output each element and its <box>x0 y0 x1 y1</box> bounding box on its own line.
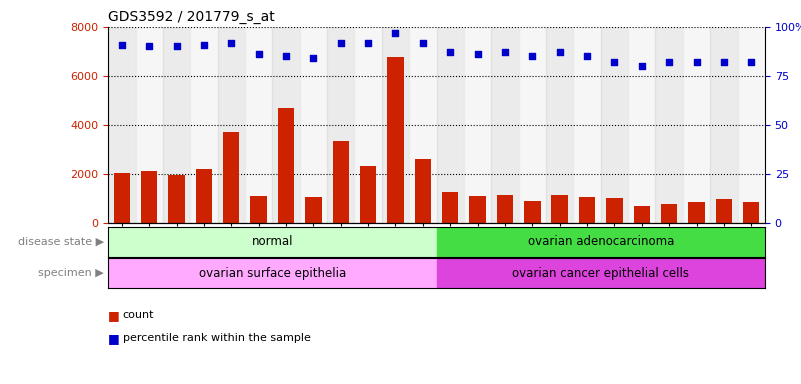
Bar <box>415 159 431 223</box>
Point <box>718 59 731 65</box>
Bar <box>437 27 464 223</box>
Bar <box>327 27 354 223</box>
Bar <box>409 27 437 223</box>
Bar <box>108 258 437 288</box>
Bar <box>738 27 765 223</box>
Point <box>198 41 211 48</box>
Point <box>225 40 238 46</box>
Bar <box>634 205 650 223</box>
Bar <box>108 227 437 257</box>
Bar <box>305 197 321 223</box>
Bar <box>387 58 404 223</box>
Point <box>280 53 292 59</box>
Bar <box>546 27 574 223</box>
Bar <box>655 27 682 223</box>
Point <box>581 53 594 59</box>
Bar <box>354 27 382 223</box>
Bar <box>245 27 272 223</box>
Bar <box>442 192 458 223</box>
Point <box>307 55 320 61</box>
Text: ovarian cancer epithelial cells: ovarian cancer epithelial cells <box>513 267 689 280</box>
Bar <box>300 27 327 223</box>
Text: ■: ■ <box>108 309 124 322</box>
Bar <box>218 27 245 223</box>
Point <box>389 30 402 36</box>
Bar <box>195 169 212 223</box>
Text: normal: normal <box>252 235 293 248</box>
Point <box>143 43 155 50</box>
Text: ovarian surface epithelia: ovarian surface epithelia <box>199 267 346 280</box>
Point <box>115 41 128 48</box>
Point <box>444 49 457 55</box>
Bar <box>272 27 300 223</box>
Bar <box>382 27 409 223</box>
Point <box>662 59 675 65</box>
Point <box>553 49 566 55</box>
Bar <box>524 201 541 223</box>
Bar <box>519 27 546 223</box>
Text: count: count <box>123 310 154 320</box>
Text: specimen ▶: specimen ▶ <box>38 268 104 278</box>
Point <box>362 40 375 46</box>
Bar <box>223 132 239 223</box>
Bar <box>716 199 732 223</box>
Point <box>471 51 484 57</box>
Bar <box>251 196 267 223</box>
Text: GDS3592 / 201779_s_at: GDS3592 / 201779_s_at <box>108 10 275 25</box>
Point <box>608 59 621 65</box>
Bar <box>688 202 705 223</box>
Bar <box>628 27 655 223</box>
Bar <box>332 141 349 223</box>
Bar <box>497 195 513 223</box>
Point <box>252 51 265 57</box>
Bar <box>574 27 601 223</box>
Point <box>526 53 539 59</box>
Bar <box>743 202 759 223</box>
Bar <box>491 27 519 223</box>
Bar <box>437 227 765 257</box>
Text: ■: ■ <box>108 332 124 345</box>
Bar <box>437 258 765 288</box>
Point <box>690 59 703 65</box>
Bar <box>191 27 218 223</box>
Text: ovarian adenocarcinoma: ovarian adenocarcinoma <box>528 235 674 248</box>
Bar <box>551 195 568 223</box>
Bar <box>464 27 491 223</box>
Point <box>635 63 648 69</box>
Bar <box>579 197 595 223</box>
Point <box>417 40 429 46</box>
Bar <box>163 27 191 223</box>
Point <box>745 59 758 65</box>
Bar <box>606 198 622 223</box>
Text: disease state ▶: disease state ▶ <box>18 237 104 247</box>
Bar <box>278 108 294 223</box>
Bar <box>661 204 678 223</box>
Bar <box>601 27 628 223</box>
Bar <box>108 27 135 223</box>
Point <box>170 43 183 50</box>
Bar <box>360 166 376 223</box>
Bar <box>168 175 185 223</box>
Bar <box>682 27 710 223</box>
Bar <box>114 172 130 223</box>
Point <box>498 49 511 55</box>
Bar <box>135 27 163 223</box>
Bar <box>141 171 157 223</box>
Text: percentile rank within the sample: percentile rank within the sample <box>123 333 311 343</box>
Point <box>334 40 347 46</box>
Bar <box>469 196 485 223</box>
Bar <box>710 27 738 223</box>
